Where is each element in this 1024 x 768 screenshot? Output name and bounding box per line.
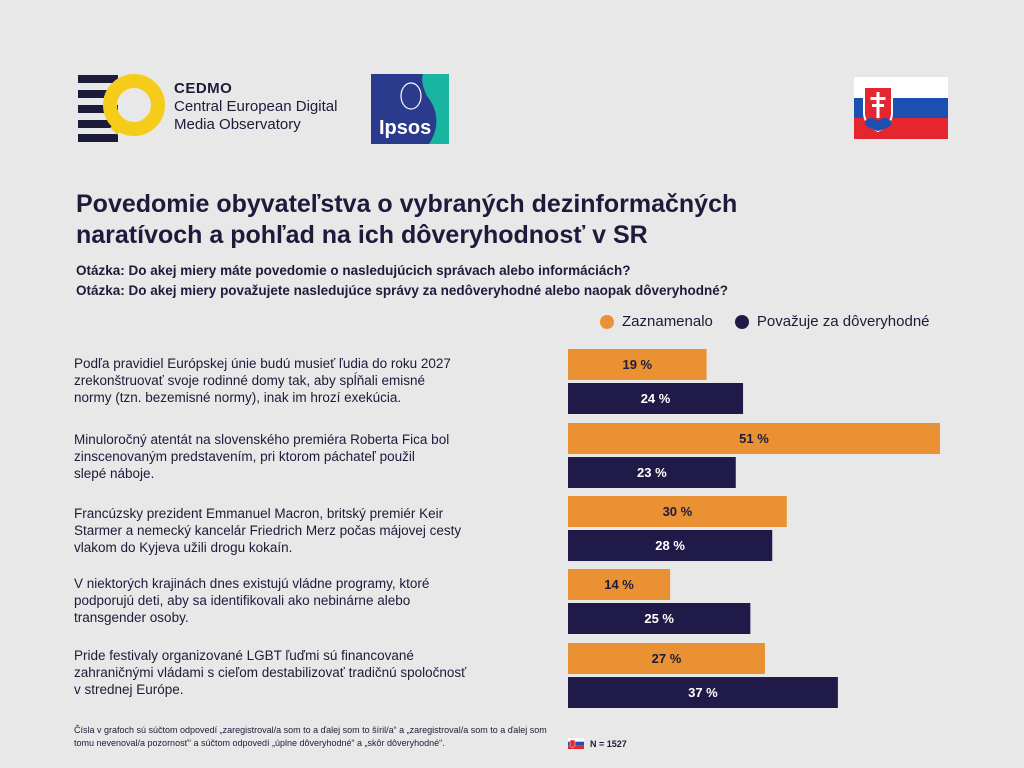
- category-5-line-2: zahraničnými vládami s cieľom destabiliz…: [74, 665, 467, 680]
- footnote: Čísla v grafoch sú súčtom odpovedí „zare…: [74, 725, 547, 748]
- bar-label-trust-3: 28 %: [655, 538, 685, 553]
- question-2: Otázka: Do akej miery považujete nasledu…: [76, 283, 728, 298]
- legend-label-trust: Považuje za dôveryhodné: [756, 313, 930, 330]
- legend-dot-aware: [600, 314, 614, 329]
- cedmo-brand: CEDMO: [174, 80, 233, 97]
- category-4-line-2: podporujú deti, aby sa identifikovali ak…: [74, 593, 411, 608]
- title-line-1: Povedomie obyvateľstva o vybraných dezin…: [76, 190, 738, 218]
- bar-label-trust-1: 24 %: [641, 391, 671, 406]
- slovak-flag-icon: [854, 77, 948, 139]
- category-5-line-1: Pride festivaly organizované LGBT ľuďmi …: [74, 648, 414, 663]
- bar-aware-3: [568, 496, 787, 527]
- legend-item-trust: Považuje za dôveryhodné: [734, 313, 930, 330]
- bar-aware-1: [568, 349, 707, 380]
- cedmo-logo: [78, 74, 165, 142]
- sample-size: N = 1527: [568, 738, 627, 749]
- bar-trust-2: [568, 457, 736, 488]
- bar-label-trust-4: 25 %: [644, 611, 674, 626]
- bar-label-aware-4: 14 %: [604, 577, 634, 592]
- bar-label-aware-3: 30 %: [663, 504, 693, 519]
- category-4-line-3: transgender osoby.: [74, 610, 189, 625]
- question-1: Otázka: Do akej miery máte povedomie o n…: [76, 263, 631, 278]
- category-3-line-2: Starmer a nemecký kancelár Friedrich Mer…: [74, 523, 462, 538]
- category-label-5: Pride festivaly organizované LGBT ľuďmi …: [74, 647, 544, 698]
- category-2-line-1: Minuloročný atentát na slovenského premi…: [74, 432, 450, 447]
- bar-trust-4: [568, 603, 751, 634]
- bar-trust-1: [568, 383, 744, 414]
- sample-size-label: N = 1527: [590, 738, 627, 749]
- category-1-line-3: normy (tzn. bezemisné normy), inak im hr…: [74, 390, 402, 405]
- category-3-line-3: vlakom do Kyjeva užili drogu kokaín.: [74, 540, 293, 555]
- category-4-line-1: V niektorých krajinách dnes existujú vlá…: [74, 576, 430, 591]
- bar-trust-5: [568, 677, 838, 708]
- cedmo-line-1: Central European Digital: [174, 98, 338, 115]
- category-2-line-3: slepé náboje.: [74, 466, 155, 481]
- legend-label-aware: Zaznamenalo: [622, 313, 713, 330]
- slovak-flag-small-icon: [568, 738, 584, 749]
- legend: Zaznamenalo Považuje za dôveryhodné: [600, 313, 952, 330]
- bar-label-aware-2: 51 %: [739, 431, 769, 446]
- bar-trust-3: [568, 530, 773, 561]
- cedmo-line-2: Media Observatory: [174, 116, 301, 133]
- category-2-line-2: zinscenovaným predstavením, pri ktorom p…: [74, 449, 415, 464]
- title-line-2: naratívoch a pohľad na ich dôveryhodnosť…: [76, 221, 648, 249]
- category-1-line-1: Podľa pravidiel Európskej únie budú musi…: [74, 356, 451, 371]
- category-1-line-2: zrekonštruovať svoje rodinné domy tak, a…: [74, 373, 425, 388]
- category-label-3: Francúzsky prezident Emmanuel Macron, br…: [74, 505, 544, 556]
- ipsos-logo-text: Ipsos: [379, 117, 431, 139]
- bar-label-trust-2: 23 %: [637, 465, 667, 480]
- category-label-4: V niektorých krajinách dnes existujú vlá…: [74, 575, 544, 626]
- bar-aware-5: [568, 643, 765, 674]
- bar-aware-2: [568, 423, 940, 454]
- bar-label-trust-5: 37 %: [688, 685, 718, 700]
- category-5-line-3: v strednej Európe.: [74, 682, 184, 697]
- bar-label-aware-5: 27 %: [652, 651, 682, 666]
- legend-dot-trust: [734, 314, 749, 329]
- bar-label-aware-1: 19 %: [622, 357, 652, 372]
- cedmo-logo-text: CEDMO Central European Digital Media Obs…: [174, 80, 337, 134]
- ipsos-logo: Ipsos: [371, 74, 449, 144]
- bar-aware-4: [568, 569, 671, 600]
- legend-item-aware: Zaznamenalo: [600, 313, 713, 330]
- chart-title: Povedomie obyvateľstva o vybraných dezin…: [76, 189, 876, 251]
- category-label-2: Minuloročný atentát na slovenského premi…: [74, 431, 544, 482]
- category-3-line-1: Francúzsky prezident Emmanuel Macron, br…: [74, 506, 444, 521]
- category-label-1: Podľa pravidiel Európskej únie budú musi…: [74, 355, 544, 406]
